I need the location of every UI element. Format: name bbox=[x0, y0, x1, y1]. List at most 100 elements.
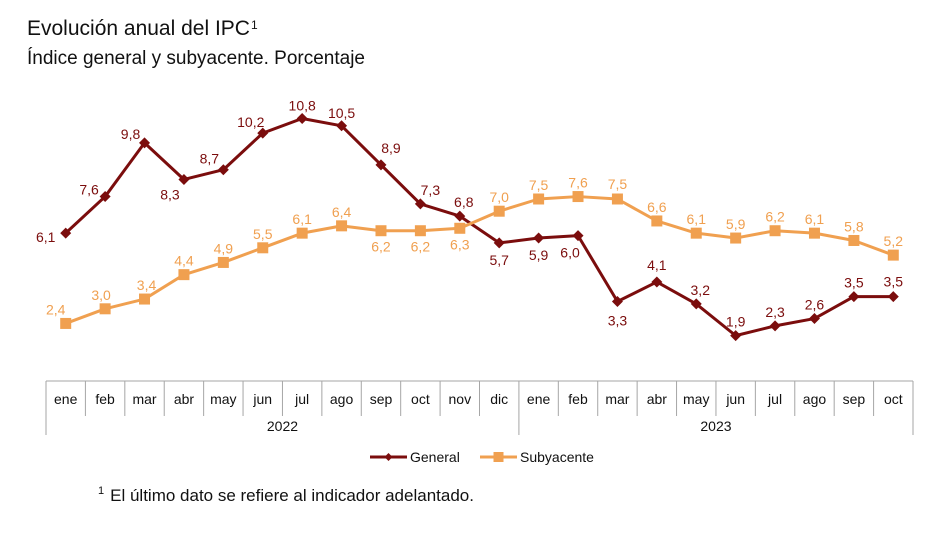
data-point-subyacente bbox=[60, 317, 72, 329]
x-tick-label: ago bbox=[330, 391, 354, 407]
x-tick-label: nov bbox=[449, 391, 472, 407]
data-point-subyacente bbox=[414, 225, 426, 237]
data-point-general bbox=[690, 298, 702, 310]
data-point-general bbox=[493, 237, 505, 249]
x-tick-label: jun bbox=[252, 391, 272, 407]
data-label-general: 6,1 bbox=[36, 229, 56, 245]
legend-label-subyacente: Subyacente bbox=[520, 449, 594, 465]
x-tick-label: ago bbox=[803, 391, 827, 407]
data-label-general: 8,7 bbox=[200, 151, 220, 167]
data-label-subyacente: 7,5 bbox=[529, 177, 549, 193]
data-label-subyacente: 6,3 bbox=[450, 236, 470, 252]
x-tick-label: mar bbox=[605, 391, 629, 407]
data-label-general: 6,0 bbox=[560, 245, 580, 261]
data-point-general bbox=[808, 313, 820, 325]
x-tick-label: abr bbox=[647, 391, 668, 407]
data-point-general bbox=[730, 330, 742, 342]
data-label-general: 1,9 bbox=[726, 314, 746, 330]
data-label-subyacente: 3,0 bbox=[91, 287, 111, 303]
data-point-subyacente bbox=[99, 303, 111, 315]
x-tick-label: may bbox=[683, 391, 709, 407]
data-label-general: 3,3 bbox=[608, 312, 628, 328]
data-label-general: 7,6 bbox=[79, 182, 99, 198]
footnote-marker: 1 bbox=[98, 485, 105, 497]
legend-marker-subyacente bbox=[493, 452, 504, 462]
x-tick-label: ene bbox=[527, 391, 551, 407]
data-label-subyacente: 2,4 bbox=[46, 301, 66, 317]
data-point-general bbox=[887, 291, 899, 303]
data-point-subyacente bbox=[690, 227, 702, 239]
data-point-subyacente bbox=[375, 225, 387, 237]
x-group-label: 2022 bbox=[267, 418, 298, 434]
data-point-subyacente bbox=[139, 293, 151, 305]
data-label-subyacente: 7,6 bbox=[568, 175, 588, 191]
x-tick-label: abr bbox=[174, 391, 195, 407]
data-point-subyacente bbox=[217, 256, 229, 268]
data-label-subyacente: 5,5 bbox=[253, 226, 273, 242]
data-label-subyacente: 6,2 bbox=[371, 239, 391, 255]
x-tick-label: feb bbox=[568, 391, 588, 407]
data-label-general: 5,9 bbox=[529, 247, 549, 263]
data-point-general bbox=[651, 276, 663, 288]
data-label-subyacente: 3,4 bbox=[137, 277, 157, 293]
data-point-general bbox=[139, 137, 151, 149]
data-label-general: 10,5 bbox=[328, 105, 355, 121]
data-point-subyacente bbox=[178, 269, 190, 281]
chart-subtitle: Índice general y subyacente. Porcentaje bbox=[27, 48, 365, 69]
data-point-general bbox=[60, 227, 72, 239]
x-tick-label: sep bbox=[843, 391, 866, 407]
data-point-subyacente bbox=[454, 222, 466, 234]
data-point-general bbox=[296, 112, 308, 124]
data-point-subyacente bbox=[296, 227, 308, 239]
data-point-general bbox=[336, 120, 348, 132]
data-label-general: 7,3 bbox=[421, 182, 441, 198]
series-layer bbox=[60, 112, 899, 342]
series-line-subyacente bbox=[65, 195, 894, 325]
data-label-subyacente: 6,2 bbox=[765, 209, 785, 225]
x-tick-label: oct bbox=[411, 391, 430, 407]
data-point-general bbox=[572, 230, 584, 242]
footnote: 1 El último dato se refiere al indicador … bbox=[98, 485, 474, 506]
data-label-subyacente: 5,8 bbox=[844, 218, 864, 234]
data-label-general: 2,3 bbox=[765, 304, 785, 320]
data-label-general: 9,8 bbox=[121, 126, 141, 142]
x-tick-label: ene bbox=[54, 391, 78, 407]
data-point-subyacente bbox=[257, 242, 269, 254]
data-label-subyacente: 6,4 bbox=[332, 204, 352, 220]
data-label-general: 4,1 bbox=[647, 257, 667, 273]
data-point-general bbox=[217, 164, 229, 176]
data-point-subyacente bbox=[730, 232, 742, 244]
data-label-general: 8,3 bbox=[160, 186, 180, 202]
data-point-general bbox=[178, 173, 190, 185]
data-point-subyacente bbox=[887, 249, 899, 261]
x-tick-label: jun bbox=[725, 391, 745, 407]
data-point-subyacente bbox=[808, 227, 820, 239]
data-point-general bbox=[848, 291, 860, 303]
footnote-text: El último dato se refiere al indicador a… bbox=[110, 486, 474, 505]
data-point-general bbox=[375, 159, 387, 171]
x-tick-label: may bbox=[210, 391, 236, 407]
legend: General Subyacente bbox=[370, 449, 594, 465]
data-label-general: 8,9 bbox=[381, 140, 401, 156]
data-point-general bbox=[533, 232, 545, 244]
data-point-general bbox=[611, 295, 623, 307]
x-tick-label: jul bbox=[767, 391, 782, 407]
data-label-subyacente: 6,2 bbox=[411, 239, 431, 255]
data-point-general bbox=[414, 198, 426, 210]
data-label-subyacente: 6,1 bbox=[292, 211, 312, 227]
data-label-general: 6,8 bbox=[454, 194, 474, 210]
x-tick-label: jul bbox=[294, 391, 309, 407]
data-labels: 6,1 7,6 9,8 8,3 8,7 10,2 10,8 10,5 8,9 7,3 6,8 5,7 5… bbox=[36, 97, 903, 329]
data-point-subyacente bbox=[572, 191, 584, 203]
x-tick-label: sep bbox=[370, 391, 393, 407]
data-label-subyacente: 4,4 bbox=[174, 253, 194, 269]
x-tick-label: oct bbox=[884, 391, 903, 407]
data-point-subyacente bbox=[651, 215, 663, 227]
data-label-general: 5,7 bbox=[489, 252, 509, 268]
x-axis: ene feb mar abr may jun jul ago sep oct nov dic ene f… bbox=[45, 380, 914, 435]
x-tick-label: dic bbox=[490, 391, 508, 407]
data-label-subyacente: 7,0 bbox=[489, 189, 509, 205]
data-label-general: 3,5 bbox=[844, 275, 864, 291]
data-label-subyacente: 4,9 bbox=[214, 240, 234, 256]
